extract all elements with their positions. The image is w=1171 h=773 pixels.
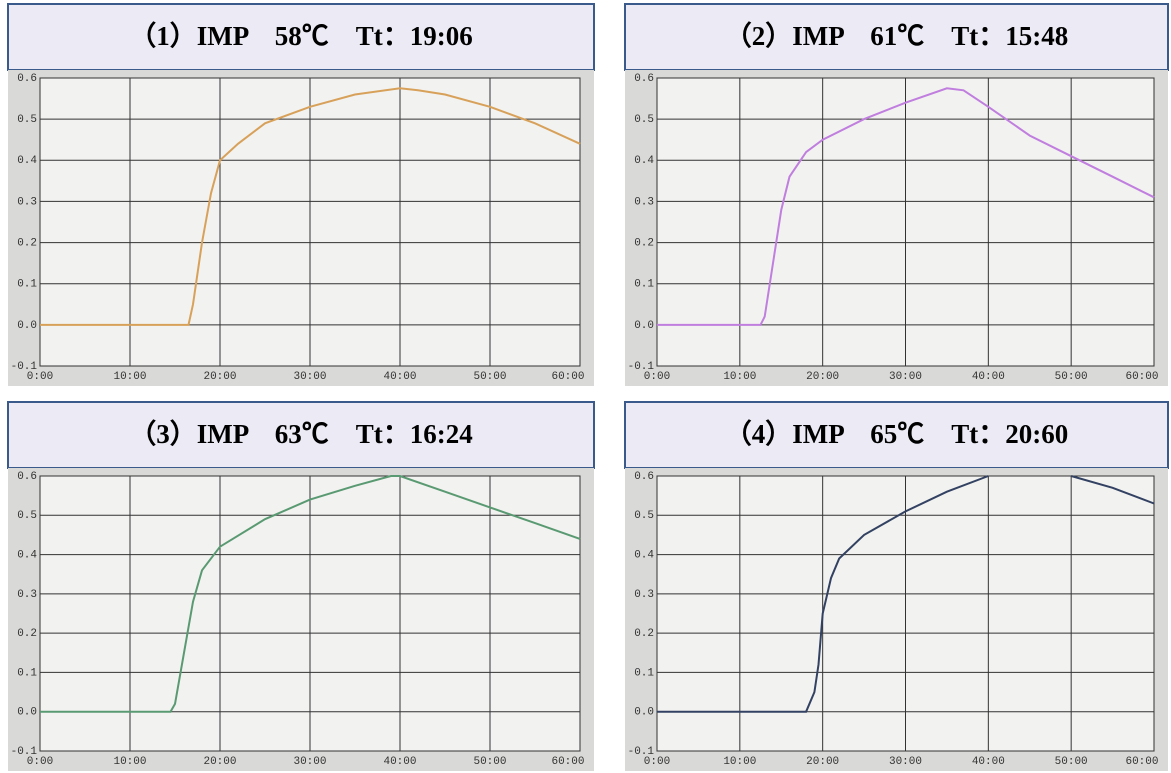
y-tick-label: 0.4 — [17, 155, 37, 167]
x-tick-label: 0:00 — [644, 756, 670, 768]
y-tick-label: 0.4 — [634, 549, 654, 561]
y-tick-label: 0.6 — [17, 73, 37, 85]
panel-title: （2）IMP 61℃ Tt：15:48 — [725, 21, 1069, 51]
panel-title: （1）IMP 58℃ Tt：19:06 — [129, 21, 473, 51]
x-tick-label: 20:00 — [203, 371, 236, 383]
x-tick-label: 60:00 — [551, 371, 584, 383]
x-tick-label: 20:00 — [806, 756, 839, 768]
x-tick-label: 20:00 — [203, 756, 236, 768]
y-tick-label: 0.6 — [634, 471, 654, 483]
y-tick-label: 0.1 — [17, 667, 37, 679]
y-tick-label: 0.1 — [17, 279, 37, 291]
y-tick-label: 0.2 — [17, 237, 37, 249]
y-tick-label: 0.5 — [634, 510, 654, 522]
y-tick-label: 0.5 — [17, 510, 37, 522]
x-tick-label: 0:00 — [644, 371, 670, 383]
y-tick-label: 0.0 — [17, 320, 37, 332]
x-tick-label: 10:00 — [113, 371, 146, 383]
y-tick-label: 0.3 — [634, 589, 654, 601]
panel-title: （4）IMP 65℃ Tt：20:60 — [725, 419, 1069, 449]
x-tick-label: 0:00 — [27, 756, 53, 768]
x-tick-label: 60:00 — [551, 756, 584, 768]
x-tick-label: 30:00 — [293, 371, 326, 383]
x-tick-label: 60:00 — [1125, 371, 1158, 383]
x-tick-label: 40:00 — [972, 756, 1005, 768]
y-tick-label: 0.6 — [634, 73, 654, 85]
y-tick-label: 0.3 — [17, 196, 37, 208]
y-tick-label: 0.3 — [634, 196, 654, 208]
x-tick-label: 50:00 — [473, 756, 506, 768]
y-tick-label: 0.5 — [634, 114, 654, 126]
y-tick-label: 0.4 — [634, 155, 654, 167]
x-tick-label: 50:00 — [1055, 371, 1088, 383]
x-tick-label: 40:00 — [383, 756, 416, 768]
y-tick-label: 0.4 — [17, 549, 37, 561]
y-tick-label: 0.0 — [634, 320, 654, 332]
x-tick-label: 60:00 — [1125, 756, 1158, 768]
x-tick-label: 40:00 — [383, 371, 416, 383]
y-tick-label: 0.6 — [17, 471, 37, 483]
x-tick-label: 0:00 — [27, 371, 53, 383]
y-tick-label: 0.0 — [634, 707, 654, 719]
x-tick-label: 50:00 — [1055, 756, 1088, 768]
y-tick-label: 0.3 — [17, 589, 37, 601]
figure: （1）IMP 58℃ Tt：19:06-0.10.00.10.20.30.40.… — [0, 0, 1171, 773]
y-tick-label: 0.2 — [17, 628, 37, 640]
y-tick-label: 0.1 — [634, 279, 654, 291]
x-tick-label: 30:00 — [889, 756, 922, 768]
x-tick-label: 50:00 — [473, 371, 506, 383]
y-tick-label: 0.5 — [17, 114, 37, 126]
y-tick-label: 0.2 — [634, 237, 654, 249]
x-tick-label: 40:00 — [972, 371, 1005, 383]
panel-title: （3）IMP 63℃ Tt：16:24 — [129, 419, 473, 449]
y-tick-label: 0.1 — [634, 667, 654, 679]
x-tick-label: 20:00 — [806, 371, 839, 383]
x-tick-label: 10:00 — [723, 756, 756, 768]
x-tick-label: 10:00 — [113, 756, 146, 768]
y-tick-label: 0.2 — [634, 628, 654, 640]
x-tick-label: 10:00 — [723, 371, 756, 383]
x-tick-label: 30:00 — [293, 756, 326, 768]
y-tick-label: 0.0 — [17, 707, 37, 719]
x-tick-label: 30:00 — [889, 371, 922, 383]
